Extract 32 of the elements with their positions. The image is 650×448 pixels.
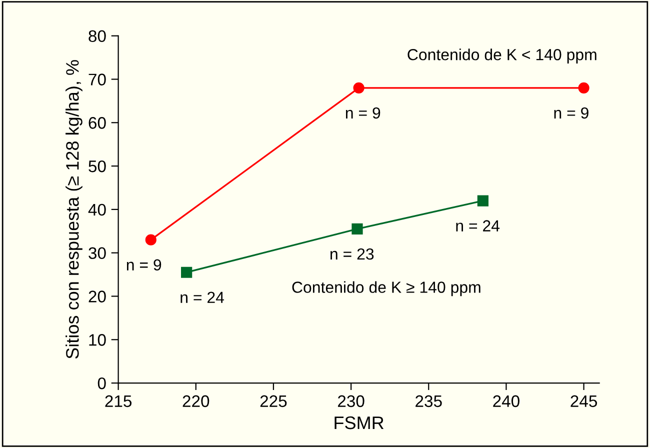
x-tick-label: 220 (182, 395, 210, 408)
x-tick-label: 230 (338, 395, 364, 408)
y-tick-label: 50 (88, 160, 106, 172)
annotation: n = 24 (180, 292, 224, 303)
point (352, 223, 363, 235)
point (145, 234, 156, 246)
y-axis-title: Sitios con respuesta (≥ 128 kg/ha), % (66, 60, 82, 359)
x-tick-label: 225 (260, 395, 287, 408)
y-tick-label: 20 (88, 290, 106, 302)
y-tick-label: 40 (88, 204, 106, 216)
point (477, 195, 488, 206)
annotation: n = 9 (126, 259, 162, 271)
annotation: n = 23 (330, 248, 374, 260)
x-tick-label: 235 (416, 395, 442, 408)
series-label: Contenido de K < 140 ppm (408, 48, 596, 64)
x-tick-label: 245 (570, 395, 597, 408)
y-tick-label: 30 (88, 247, 106, 260)
point (578, 82, 590, 94)
x-axis-title: FSMR (334, 416, 384, 430)
x-tick-label: 215 (105, 395, 132, 408)
annotation: n = 24 (456, 220, 500, 232)
point (353, 82, 364, 94)
y-tick-label: 60 (88, 117, 106, 129)
x-tick-label: 240 (493, 395, 520, 408)
y-tick-label: 0 (98, 377, 106, 390)
annotation: n = 9 (554, 107, 588, 119)
text: Contenido de K ≥ 140 ppm (292, 281, 480, 296)
y-tick-label: 70 (88, 74, 106, 86)
y-tick-label: 10 (89, 334, 106, 346)
annotation: n = 9 (346, 107, 380, 119)
y-tick-label: 80 (88, 30, 106, 42)
point (181, 266, 192, 278)
